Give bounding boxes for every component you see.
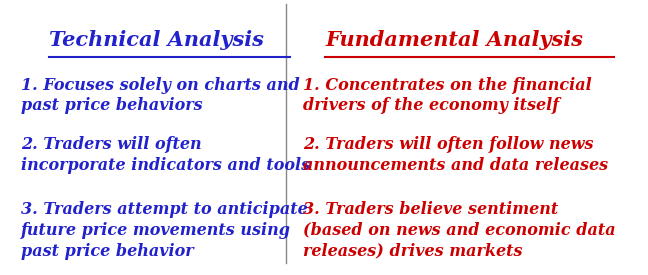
Text: 3. Traders attempt to anticipate
future price movements using
past price behavio: 3. Traders attempt to anticipate future … <box>21 201 308 260</box>
Text: 2. Traders will often follow news
announcements and data releases: 2. Traders will often follow news announ… <box>303 136 608 174</box>
Text: Technical Analysis: Technical Analysis <box>49 30 264 50</box>
Text: 1. Focuses solely on charts and
past price behaviors: 1. Focuses solely on charts and past pri… <box>21 77 300 114</box>
Text: 3. Traders believe sentiment
(based on news and economic data
releases) drives m: 3. Traders believe sentiment (based on n… <box>303 201 615 260</box>
Text: 2. Traders will often
incorporate indicators and tools: 2. Traders will often incorporate indica… <box>21 136 310 174</box>
Text: 1. Concentrates on the financial
drivers of the economy itself: 1. Concentrates on the financial drivers… <box>303 77 592 114</box>
Text: Fundamental Analysis: Fundamental Analysis <box>325 30 583 50</box>
